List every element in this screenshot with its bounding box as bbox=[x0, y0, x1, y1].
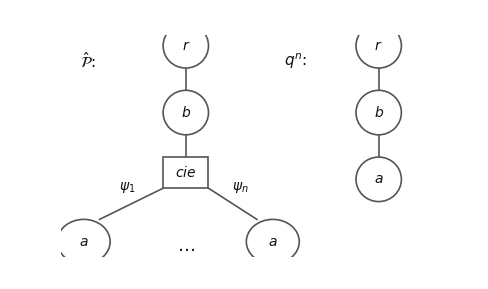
Ellipse shape bbox=[356, 157, 402, 202]
Ellipse shape bbox=[163, 90, 208, 135]
Ellipse shape bbox=[163, 23, 208, 68]
Text: $\psi_1$: $\psi_1$ bbox=[119, 179, 135, 194]
Text: $r$: $r$ bbox=[182, 39, 190, 53]
Text: $b$: $b$ bbox=[181, 105, 191, 120]
Text: $a$: $a$ bbox=[374, 172, 384, 186]
Text: $a$: $a$ bbox=[79, 235, 88, 249]
Text: $\hat{\mathcal{P}}$:: $\hat{\mathcal{P}}$: bbox=[80, 51, 95, 71]
Ellipse shape bbox=[356, 90, 402, 135]
Text: $\psi_n$: $\psi_n$ bbox=[232, 179, 249, 194]
Text: $r$: $r$ bbox=[374, 39, 383, 53]
FancyBboxPatch shape bbox=[163, 157, 208, 188]
Ellipse shape bbox=[57, 219, 110, 264]
Ellipse shape bbox=[246, 219, 299, 264]
Text: $q^n$:: $q^n$: bbox=[284, 51, 307, 71]
Text: $b$: $b$ bbox=[374, 105, 384, 120]
Text: $a$: $a$ bbox=[268, 235, 278, 249]
Text: $cie$: $cie$ bbox=[175, 165, 197, 180]
Ellipse shape bbox=[356, 23, 402, 68]
Text: $\ldots$: $\ldots$ bbox=[177, 237, 195, 255]
